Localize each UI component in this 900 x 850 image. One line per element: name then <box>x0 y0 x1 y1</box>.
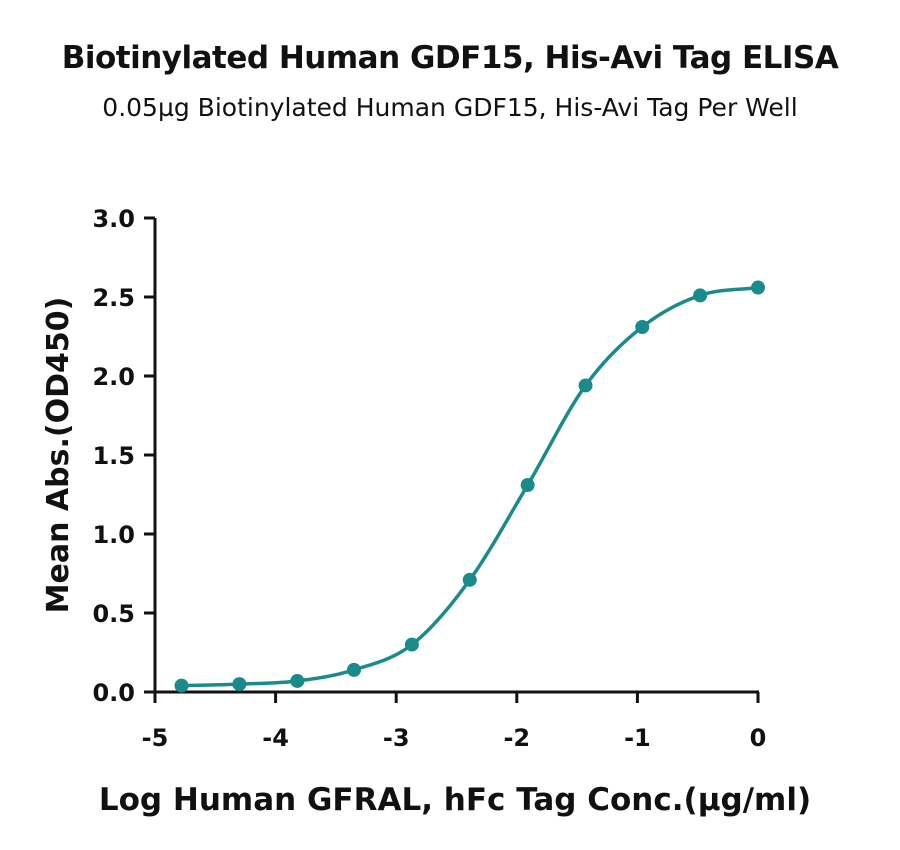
x-tick-label: -1 <box>624 724 651 752</box>
y-tick-label: 3.0 <box>92 205 135 233</box>
x-tick-label: -3 <box>383 724 410 752</box>
y-tick-label: 1.5 <box>92 442 135 470</box>
x-tick-label: -2 <box>503 724 530 752</box>
y-tick-label: 0.5 <box>92 600 135 628</box>
data-point <box>462 572 477 587</box>
y-tick-label: 2.0 <box>92 363 135 391</box>
y-axis: 0.0 0.5 1.0 1.5 2.0 2.5 3.0 <box>92 205 157 707</box>
y-tick-label: 0.0 <box>92 679 135 707</box>
data-point <box>693 288 708 303</box>
x-tick-label: -4 <box>262 724 289 752</box>
chart-title: Biotinylated Human GDF15, His-Avi Tag EL… <box>61 40 839 76</box>
fit-curve-group <box>179 285 760 688</box>
x-tick-label: 0 <box>750 724 767 752</box>
x-axis-title: Log Human GFRAL, hFc Tag Conc.(µg/ml) <box>99 782 811 818</box>
fit-curve <box>179 285 760 688</box>
chart-subtitle: 0.05µg Biotinylated Human GDF15, His-Avi… <box>102 93 798 122</box>
data-point <box>404 637 419 652</box>
data-point <box>635 320 650 335</box>
data-points-group <box>174 280 765 693</box>
data-point <box>751 280 765 295</box>
y-tick-label: 2.5 <box>92 284 135 312</box>
data-point <box>520 478 535 493</box>
data-point <box>290 673 305 688</box>
data-point <box>578 378 593 393</box>
data-point <box>232 677 247 692</box>
x-tick-label: -5 <box>142 724 169 752</box>
y-tick-label: 1.0 <box>92 521 135 549</box>
data-point <box>346 662 361 677</box>
data-point <box>174 678 189 693</box>
y-axis-title: Mean Abs.(OD450) <box>41 297 76 614</box>
x-axis: -5 -4 -3 -2 -1 0 <box>142 690 767 752</box>
